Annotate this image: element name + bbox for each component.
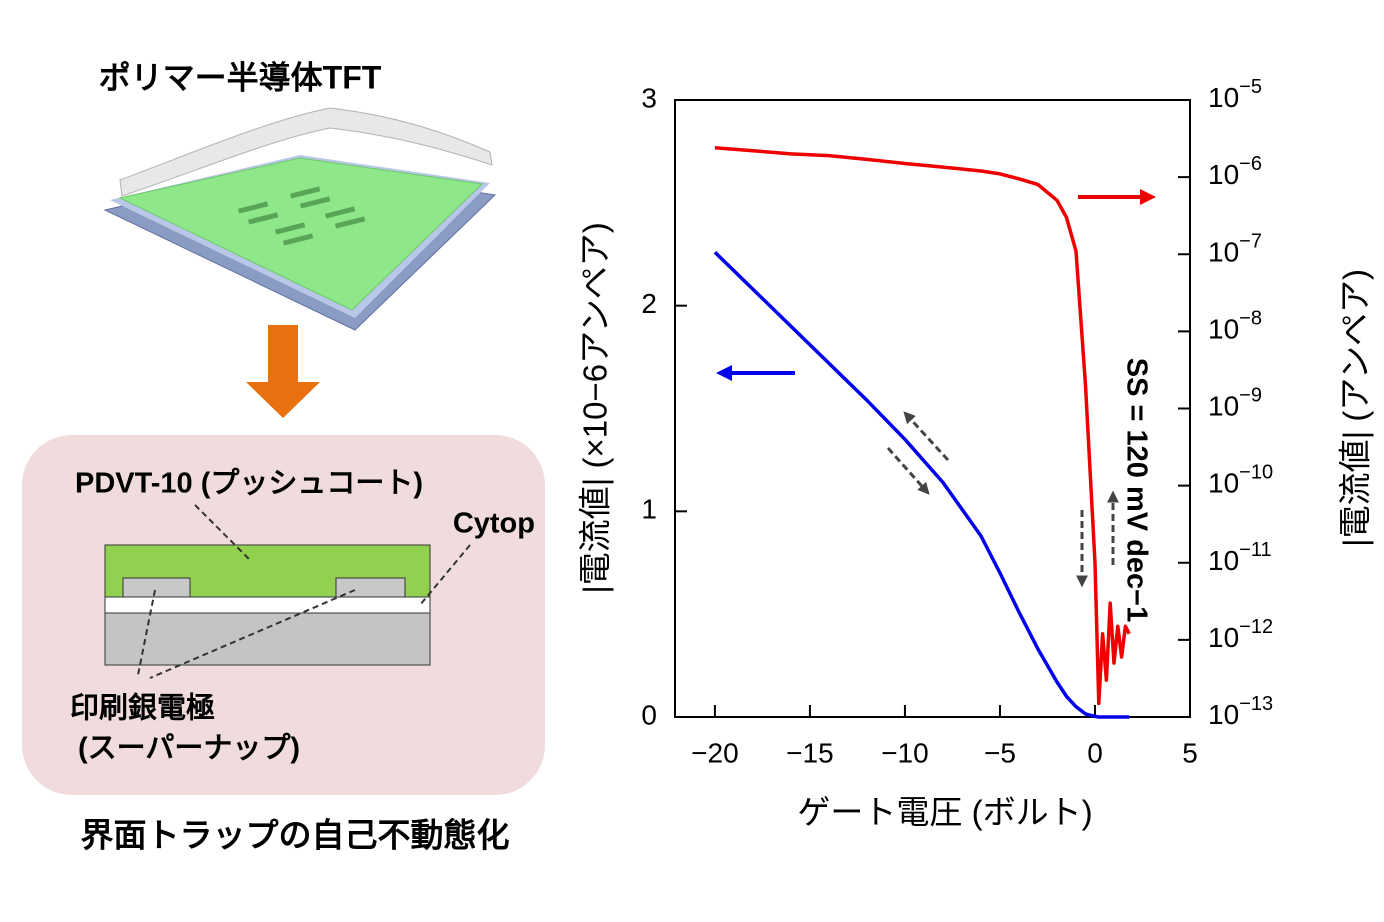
data-line [714, 146, 1131, 706]
y2-tick-label: 10−11 [1208, 539, 1272, 576]
y2-tick-label: 10−6 [1208, 153, 1262, 190]
y2-tick-label: 10−9 [1208, 385, 1262, 422]
x-tick-label: 0 [1087, 737, 1103, 768]
y-tick-label: 1 [641, 494, 657, 525]
x-tick-label: −10 [881, 737, 929, 768]
y-tick-label: 0 [641, 699, 657, 730]
x-tick-label: −20 [691, 737, 739, 768]
x-tick-label: 5 [1182, 737, 1198, 768]
direction-arrows [716, 189, 1156, 588]
electrode-sublabel: (スーパーナップ) [78, 732, 300, 765]
y2-axis-title: |電流値| (アンペア) [1337, 269, 1374, 547]
diagram-title: ポリマー半導体TFT [99, 59, 382, 95]
y-tick-label: 3 [641, 82, 657, 113]
layer-label: PDVT-10 (プッシュコート) [75, 467, 423, 500]
caption: 界面トラップの自己不動態化 [81, 817, 510, 854]
y2-tick-label: 10−5 [1208, 76, 1262, 113]
annotation: SS = 120 mV dec−1 [1120, 358, 1152, 622]
data-line [713, 250, 1130, 719]
y2-tick-label: 10−7 [1208, 231, 1262, 268]
x-tick-label: −5 [984, 737, 1016, 768]
y2-tick-label: 10−8 [1208, 308, 1262, 345]
y-tick-label: 2 [641, 288, 657, 319]
process-arrow [246, 325, 320, 418]
y2-tick-label: 10−10 [1208, 462, 1273, 499]
x-axis-title: ゲート電圧 (ボルト) [797, 794, 1092, 831]
insulator-label: Cytop [453, 508, 535, 540]
electrode-label: 印刷銀電極 [70, 692, 215, 725]
plot: −20 −15 −10 −5 0 5 0 1 2 3 10−13 10−12 10−11 10−10 10−… [641, 76, 1273, 768]
y2-tick-label: 10−12 [1208, 616, 1273, 653]
y2-tick-label: 10−13 [1208, 693, 1273, 730]
y-axis-title: |電流値| (×10−6アンペア) [577, 222, 614, 594]
cross-section [104, 504, 471, 679]
device-illustration [103, 107, 497, 331]
x-tick-label: −15 [786, 737, 834, 768]
